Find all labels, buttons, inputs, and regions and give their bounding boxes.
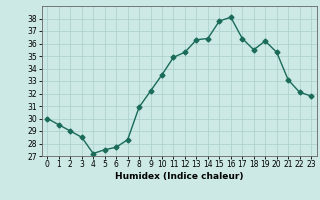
X-axis label: Humidex (Indice chaleur): Humidex (Indice chaleur) [115,172,244,181]
